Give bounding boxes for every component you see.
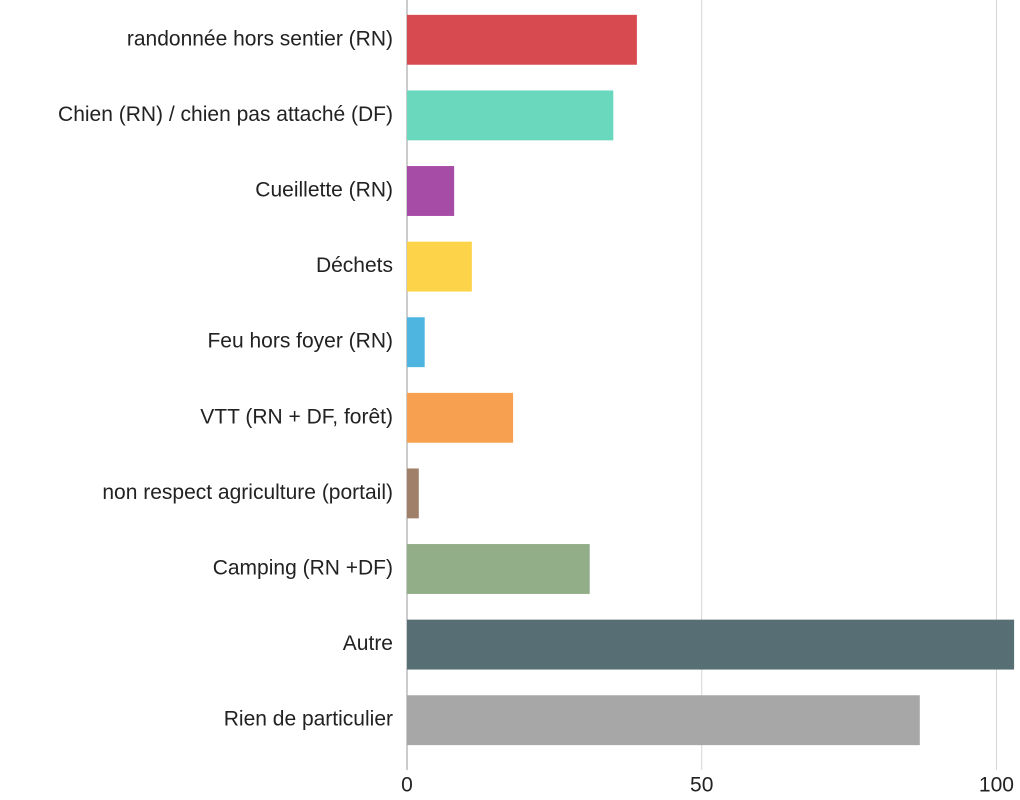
x-tick-label: 50: [690, 774, 713, 797]
y-tick-label: Chien (RN) / chien pas attaché (DF): [58, 103, 393, 126]
y-tick-label: VTT (RN + DF, forêt): [200, 405, 393, 428]
bar: [407, 468, 419, 519]
y-tick-label: Cueillette (RN): [255, 179, 393, 202]
y-tick-label: Autre: [343, 632, 393, 655]
bar: [407, 392, 514, 443]
y-tick-label: Déchets: [316, 254, 393, 277]
y-tick-label: Feu hors foyer (RN): [207, 330, 393, 353]
y-tick-label: Camping (RN +DF): [213, 557, 393, 580]
y-tick-label: non respect agriculture (portail): [102, 481, 393, 504]
bar: [407, 619, 1015, 670]
bar: [407, 14, 637, 65]
bar: [407, 241, 472, 292]
x-tick-label: 0: [401, 774, 413, 797]
bar: [407, 166, 455, 216]
bar: [407, 90, 614, 141]
y-tick-label: randonnée hors sentier (RN): [127, 27, 393, 50]
bar: [407, 544, 590, 594]
bar: [407, 317, 425, 368]
bar: [407, 695, 920, 746]
x-tick-label: 100: [979, 774, 1014, 797]
y-tick-label: Rien de particulier: [224, 708, 393, 731]
